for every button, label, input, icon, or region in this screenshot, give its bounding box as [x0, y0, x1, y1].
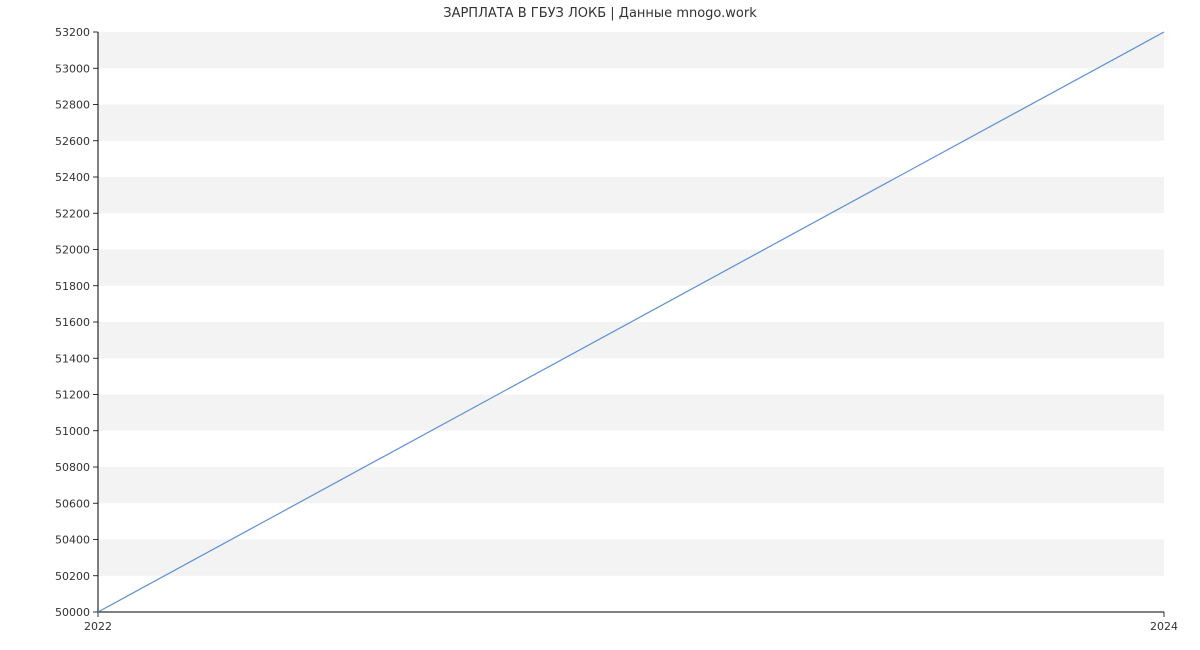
svg-text:50200: 50200	[55, 570, 90, 583]
svg-text:2022: 2022	[84, 620, 112, 633]
svg-text:53000: 53000	[55, 62, 90, 75]
svg-text:52600: 52600	[55, 135, 90, 148]
chart-title: ЗАРПЛАТА В ГБУЗ ЛОКБ | Данные mnogo.work	[0, 6, 1200, 21]
svg-text:52400: 52400	[55, 171, 90, 184]
svg-text:51000: 51000	[55, 425, 90, 438]
svg-text:50000: 50000	[55, 606, 90, 619]
svg-text:50800: 50800	[55, 461, 90, 474]
chart-svg: 50000 50200 50400 50600 50800 51000 51200 51400…	[0, 0, 1200, 650]
svg-text:52200: 52200	[55, 207, 90, 220]
svg-text:50600: 50600	[55, 497, 90, 510]
svg-text:52000: 52000	[55, 244, 90, 257]
svg-text:52800: 52800	[55, 99, 90, 112]
svg-text:51400: 51400	[55, 352, 90, 365]
svg-text:51600: 51600	[55, 316, 90, 329]
svg-text:51200: 51200	[55, 389, 90, 402]
svg-text:50400: 50400	[55, 534, 90, 547]
salary-line-chart: ЗАРПЛАТА В ГБУЗ ЛОКБ | Данные mnogo.work…	[0, 0, 1200, 650]
svg-text:2024: 2024	[1150, 620, 1178, 633]
svg-text:51800: 51800	[55, 280, 90, 293]
svg-text:53200: 53200	[55, 26, 90, 39]
